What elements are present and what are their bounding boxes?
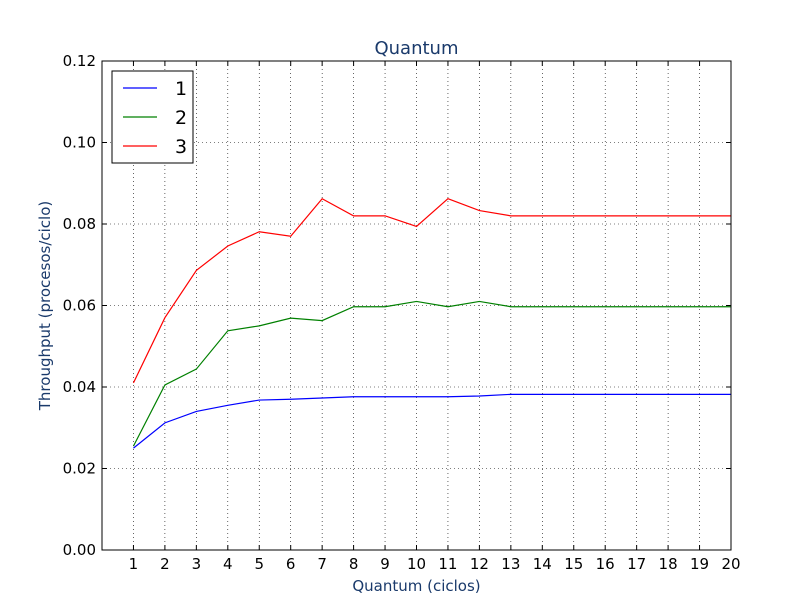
x-tick-label: 20 <box>721 555 740 573</box>
x-tick-label: 10 <box>407 555 426 573</box>
x-tick-label: 4 <box>223 555 233 573</box>
legend: 1 2 3 <box>111 70 194 164</box>
x-tick-label: 3 <box>192 555 202 573</box>
x-tick-label: 16 <box>596 555 615 573</box>
x-tick-label: 19 <box>690 555 709 573</box>
series-layer <box>132 197 731 449</box>
x-tick-label: 17 <box>627 555 646 573</box>
x-tick-label: 12 <box>470 555 489 573</box>
x-tick-label: 5 <box>254 555 264 573</box>
y-axis-label: Throughput (procesos/ciclo) <box>36 201 54 411</box>
y-tick-label: 0.02 <box>63 460 96 478</box>
series-line-1 <box>133 393 731 449</box>
x-tick-label: 8 <box>349 555 359 573</box>
series-line-2 <box>132 300 731 447</box>
x-tick-label: 14 <box>533 555 552 573</box>
y-tick-label: 0.10 <box>63 134 96 152</box>
x-tick-label: 15 <box>564 555 583 573</box>
x-axis-label: Quantum (ciclos) <box>352 577 480 595</box>
x-tick-label: 18 <box>659 555 678 573</box>
chart-title: Quantum <box>374 38 458 59</box>
x-tick-label: 9 <box>380 555 390 573</box>
legend-label-3: 3 <box>175 136 187 158</box>
x-tick-label: 2 <box>160 555 170 573</box>
x-tick-label: 1 <box>129 555 139 573</box>
x-tick-label: 11 <box>438 555 457 573</box>
x-tick-label: 13 <box>501 555 520 573</box>
x-tick-label: 6 <box>286 555 296 573</box>
tick-labels: 1 2 3 4 5 6 7 8 9 10 11 12 13 14 15 16 17 18 19 200.000.020… <box>63 52 741 573</box>
x-tick-label: 7 <box>317 555 327 573</box>
y-tick-label: 0.08 <box>63 215 96 233</box>
series-line-3 <box>132 197 731 384</box>
y-tick-label: 0.04 <box>63 378 96 396</box>
legend-label-1: 1 <box>175 78 187 100</box>
ticks <box>102 60 732 551</box>
y-tick-label: 0.06 <box>63 297 96 315</box>
y-tick-label: 0.12 <box>63 52 96 70</box>
y-tick-label: 0.00 <box>63 541 96 559</box>
legend-label-2: 2 <box>175 107 187 129</box>
